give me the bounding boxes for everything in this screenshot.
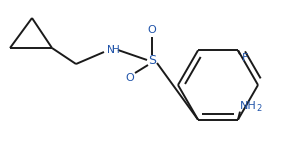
Text: F: F xyxy=(242,53,248,63)
Text: O: O xyxy=(148,25,156,35)
Text: H: H xyxy=(112,45,120,55)
Text: N: N xyxy=(107,45,115,55)
Text: NH: NH xyxy=(240,101,257,111)
Text: O: O xyxy=(126,73,134,83)
Text: 2: 2 xyxy=(256,104,261,113)
Text: S: S xyxy=(148,54,156,66)
